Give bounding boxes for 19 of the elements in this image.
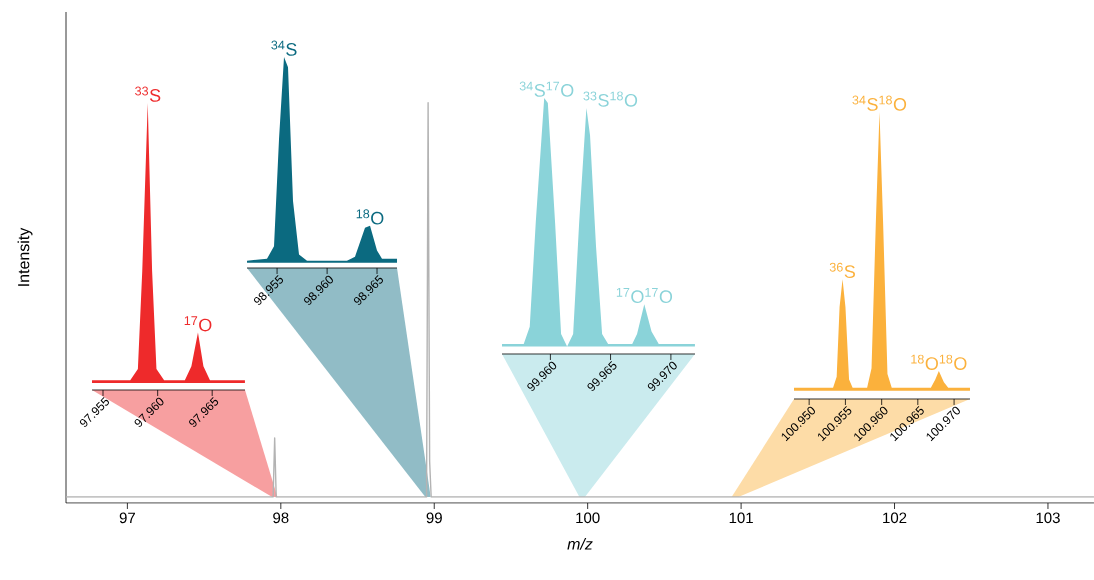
x-tick-label: 100 — [576, 512, 600, 524]
annotation: $^{34}$S — [271, 40, 297, 56]
x-tick-label: 101 — [729, 512, 753, 524]
x-tick-label: 102 — [883, 512, 907, 524]
annotation: $^{34}$S$^{18}$O — [852, 95, 907, 111]
x-tick-label: 103 — [1036, 512, 1060, 524]
annotation: $^{33}$S$^{18}$O — [583, 91, 638, 107]
annotation: $^{36}$S — [829, 262, 855, 278]
annotation: $^{17}$O$^{17}$O — [616, 287, 673, 304]
x-axis-title: m/z — [567, 538, 593, 550]
annotation: $^{18}$O — [356, 209, 384, 225]
annotation: $^{33}$S — [135, 86, 161, 102]
x-tick-label: 99 — [426, 512, 442, 524]
annotation: $^{18}$O$^{18}$O — [911, 354, 967, 370]
annotation: $^{34}$S$^{17}$O — [519, 81, 574, 97]
y-axis-title: Intensity — [17, 227, 33, 286]
x-tick-label: 98 — [273, 512, 289, 524]
annotation: $^{17}$O — [184, 316, 212, 332]
x-tick-label: 97 — [119, 512, 135, 524]
